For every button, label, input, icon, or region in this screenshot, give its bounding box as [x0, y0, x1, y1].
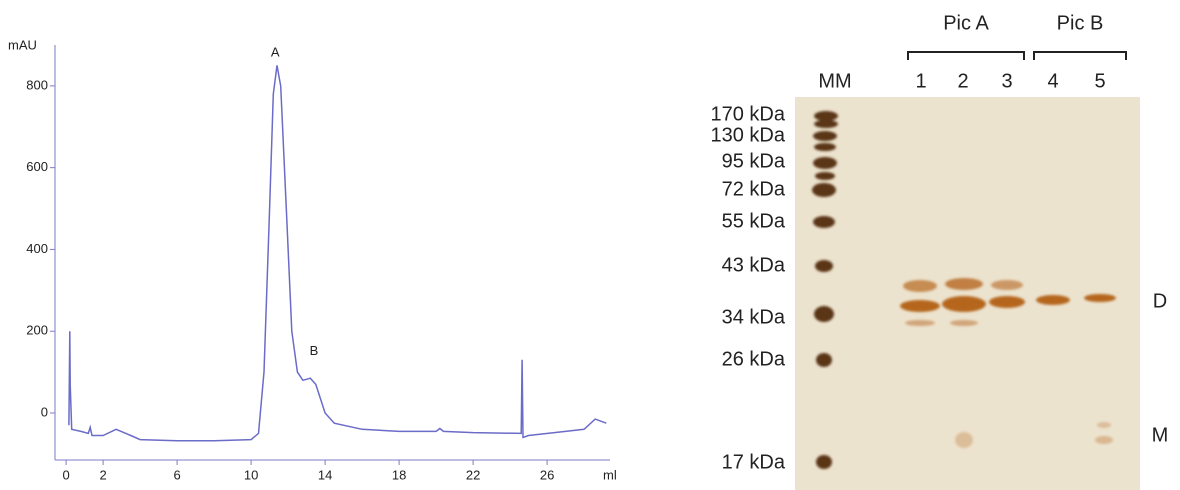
marker-label: 130 kDa	[711, 124, 786, 146]
marker-label: 26 kDa	[722, 348, 786, 370]
x-tick-label: 2	[99, 467, 106, 482]
marker-label: 95 kDa	[722, 150, 786, 172]
lane-label: MM	[818, 70, 851, 92]
y-tick-label: 800	[26, 77, 48, 92]
group-label: Pic A	[943, 12, 989, 34]
lane-label: 2	[957, 70, 968, 92]
group-label: Pic B	[1057, 12, 1104, 34]
group-brackets	[908, 52, 1126, 60]
x-tick-label: 26	[540, 467, 554, 482]
y-tick-label: 600	[26, 159, 48, 174]
x-tick-label: 6	[173, 467, 180, 482]
lane-label: 3	[1001, 70, 1012, 92]
peak-label: B	[310, 343, 319, 358]
chromatogram-line	[69, 65, 606, 440]
x-tick-label: 22	[466, 467, 480, 482]
marker-label: 55 kDa	[722, 210, 786, 232]
marker-label: 34 kDa	[722, 306, 786, 328]
x-tick-label: 10	[244, 467, 258, 482]
lane-label: 1	[915, 70, 926, 92]
figure: 02004006008000261014182226mAUmlABMM12345…	[0, 0, 1180, 490]
x-tick-label: 14	[318, 467, 332, 482]
marker-label: 17 kDa	[722, 451, 786, 473]
y-tick-label: 200	[26, 323, 48, 338]
marker-label: 170 kDa	[711, 103, 786, 125]
y-tick-label: 0	[41, 404, 48, 419]
y-axis-label: mAU	[8, 37, 37, 52]
lane-label: 4	[1047, 70, 1058, 92]
band-label: M	[1152, 424, 1169, 446]
x-axis-label: ml	[603, 467, 617, 482]
band-label: D	[1153, 290, 1167, 312]
x-tick-label: 18	[392, 467, 406, 482]
marker-label: 43 kDa	[722, 254, 786, 276]
peak-label: A	[271, 45, 280, 60]
marker-label: 72 kDa	[722, 178, 786, 200]
y-tick-label: 400	[26, 241, 48, 256]
gel-background	[795, 97, 1140, 490]
lane-label: 5	[1094, 70, 1105, 92]
x-tick-label: 0	[62, 467, 69, 482]
